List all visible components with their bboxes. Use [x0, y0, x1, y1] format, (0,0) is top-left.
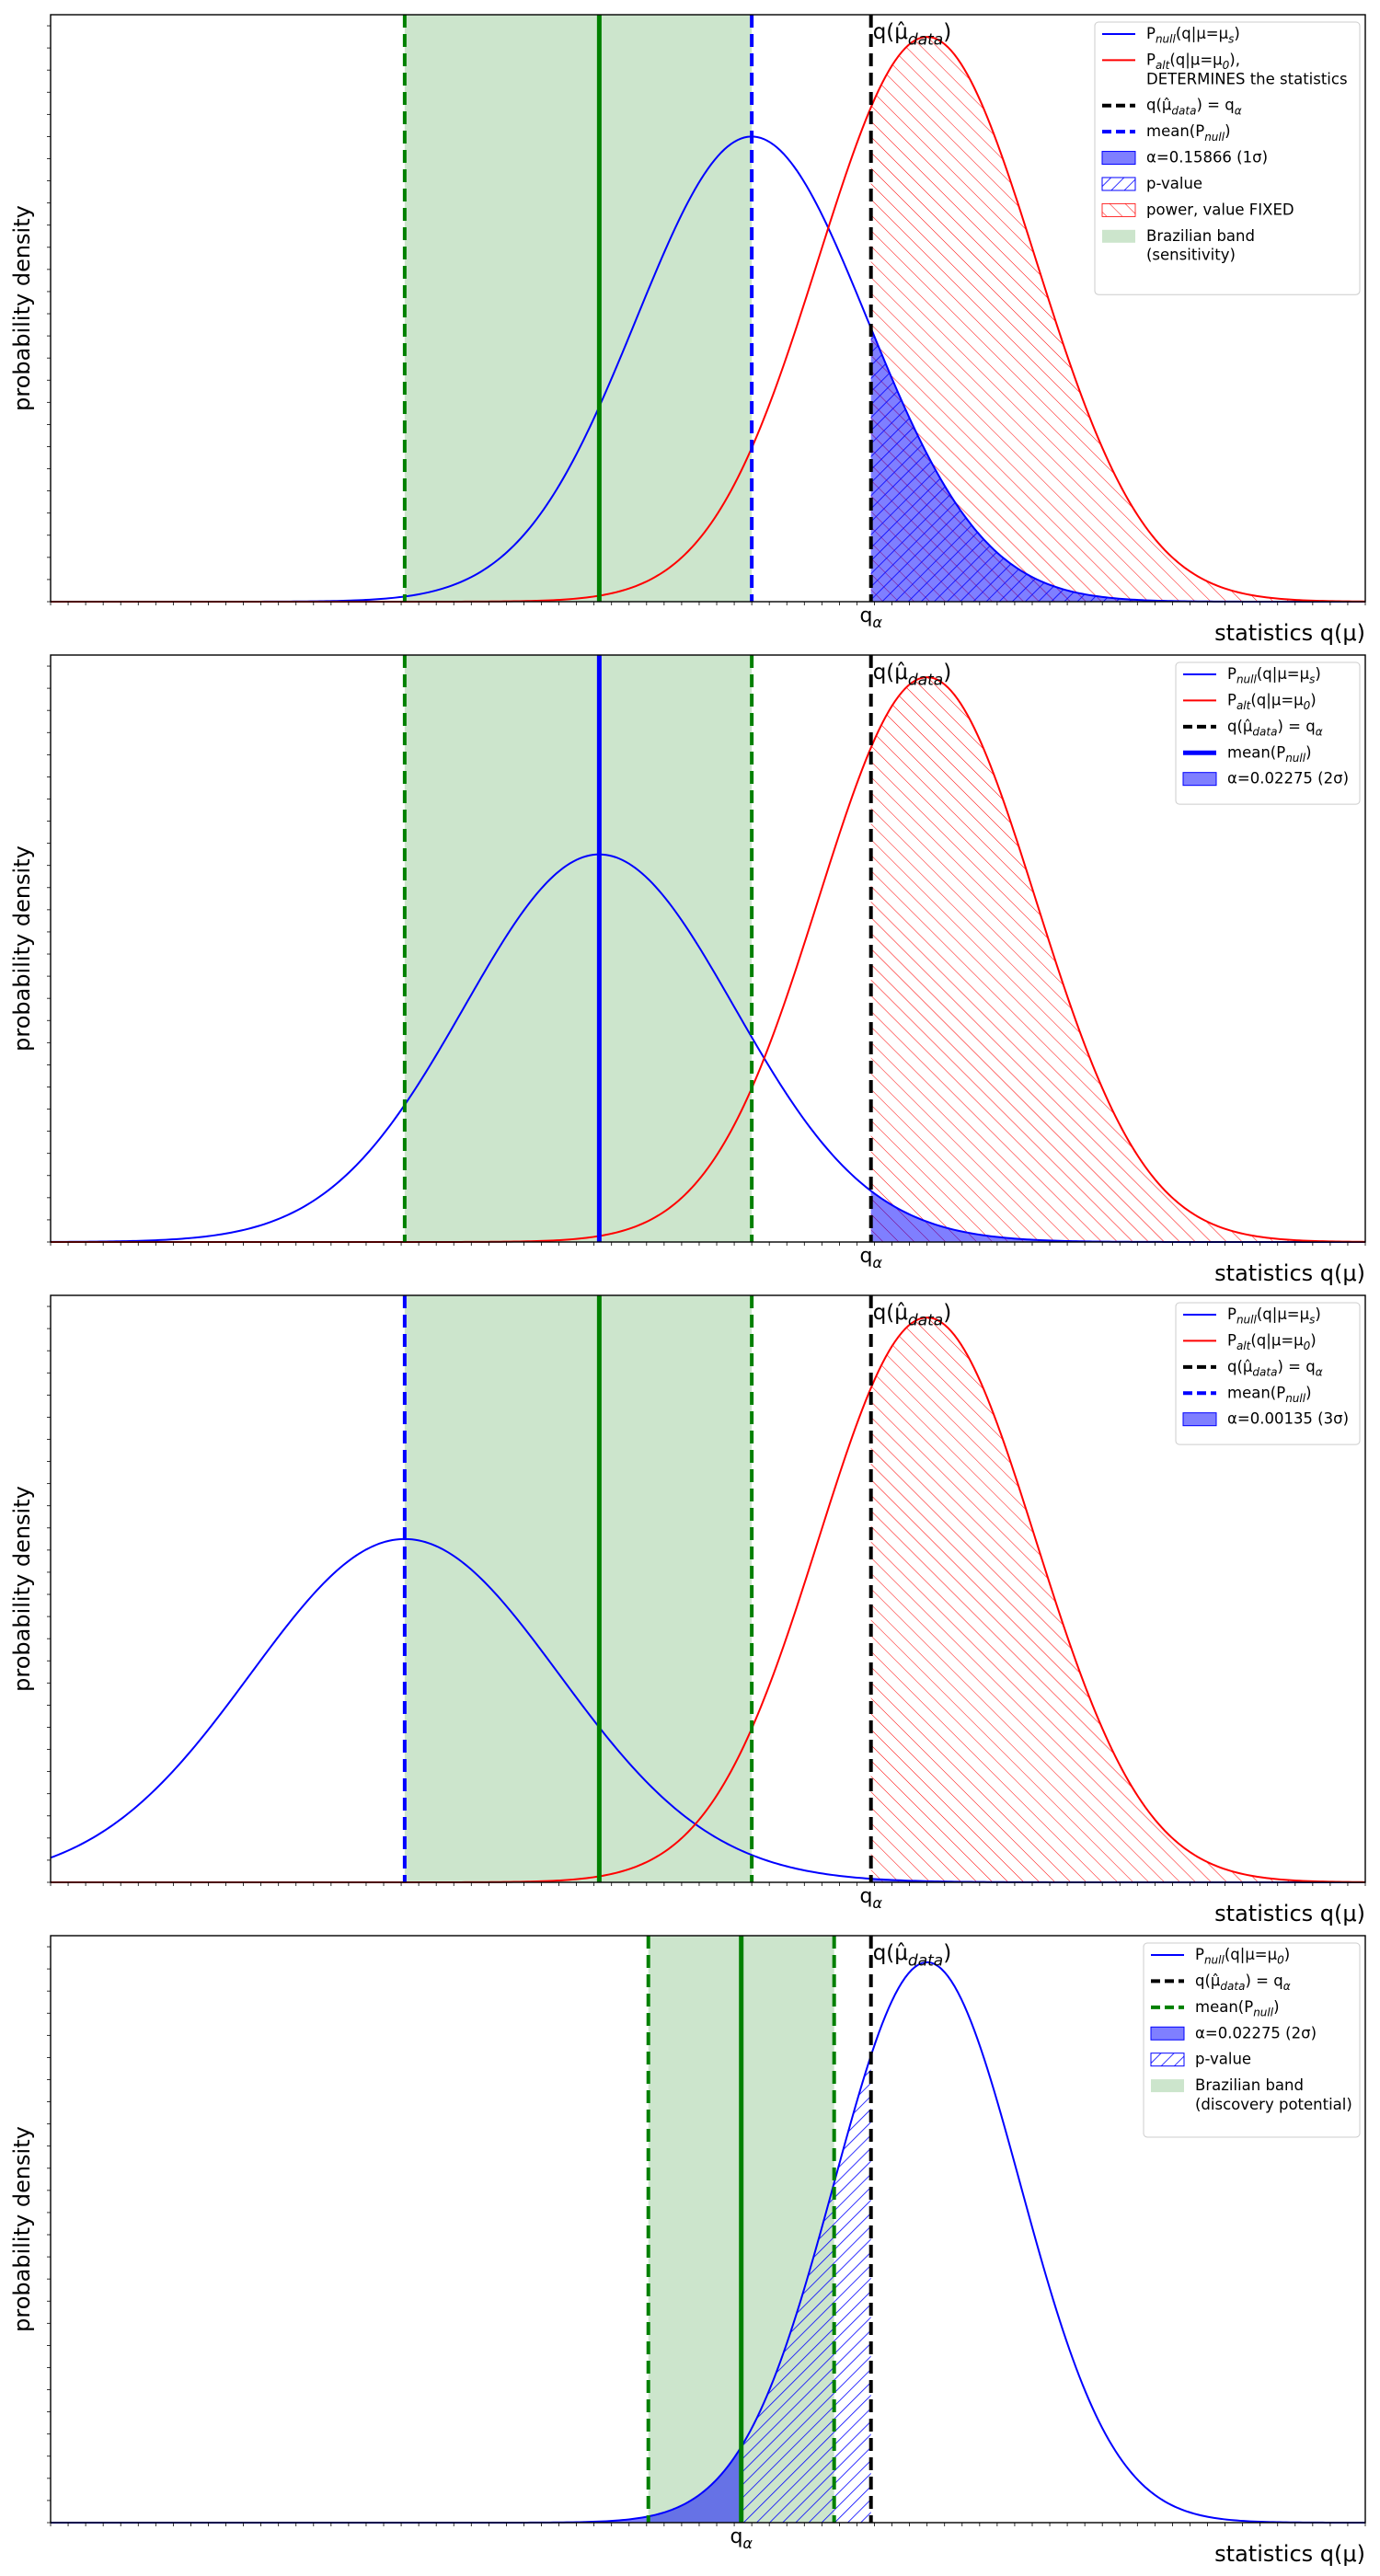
legend-label-7: power, value FIXED	[1146, 201, 1294, 218]
legend: Pnull(q|μ=μ0) q(μ̂data) = qα mean(Pnull) α=…	[1143, 1942, 1361, 2138]
legend-label-6-line2: (discovery potential)	[1195, 2096, 1352, 2113]
legend-label-4: mean(Pnull)	[1146, 122, 1231, 144]
y-axis-label: probability density	[9, 2126, 35, 2332]
legend-label-1: Pnull(q|μ=μs)	[1146, 25, 1240, 46]
legend-label-1: Pnull(q|μ=μs)	[1227, 665, 1321, 686]
pvalue-region	[741, 2055, 871, 2523]
legend-label-2: q(μ̂data) = qα	[1195, 1972, 1291, 1993]
legend-label-2-line2: DETERMINES the statistics	[1146, 70, 1348, 87]
brazilian-band	[404, 1295, 753, 1882]
power-region	[870, 1317, 1365, 1882]
y-axis-label: probability density	[9, 1486, 35, 1692]
alpha-region	[870, 1190, 1365, 1242]
alpha-region	[51, 2446, 742, 2523]
y-axis-label: probability density	[9, 845, 35, 1052]
q-data-label: q(μ̂data)	[873, 20, 952, 49]
chart-panel-1: qα q(μ̂data) statistics q(μ) probability de…	[9, 14, 1366, 646]
legend-handle	[1102, 229, 1135, 243]
legend-handle	[1101, 177, 1136, 191]
q-data-label: q(μ̂data)	[873, 1941, 952, 1970]
q-data-label: q(μ̂data)	[873, 1301, 952, 1329]
legend-handle	[1150, 2053, 1185, 2067]
chart-panel-3: qα q(μ̂data) statistics q(μ) probability de…	[9, 1294, 1366, 1926]
legend-handle	[1151, 2079, 1184, 2093]
legend-label-6: Brazilian band	[1195, 2076, 1304, 2094]
legend-handle	[1101, 151, 1136, 166]
legend-label-5: p-value	[1195, 2051, 1251, 2068]
legend-box	[1094, 21, 1361, 295]
legend-label-5: α=0.15866 (1σ)	[1146, 149, 1268, 167]
x-axis-label: statistics q(μ)	[1214, 620, 1365, 646]
y-axis-label: probability density	[9, 205, 35, 411]
power-region	[870, 37, 1365, 602]
legend-label-3: q(μ̂data) = qα	[1146, 97, 1242, 118]
legend-label-3: q(μ̂data) = qα	[1227, 718, 1323, 739]
pvalue-region	[870, 328, 1365, 602]
power-region	[870, 677, 1365, 1242]
legend-label-2: Palt(q|μ=μ0),	[1146, 51, 1240, 72]
legend-label-8: Brazilian band	[1146, 227, 1255, 245]
q-alpha-label: qα	[859, 604, 882, 631]
chart-panel-4: qα q(μ̂data) statistics q(μ) probability de…	[9, 1935, 1366, 2567]
q-alpha-label: qα	[859, 1885, 882, 1912]
axes-frame	[50, 654, 1366, 1243]
legend-handle	[1150, 2026, 1185, 2041]
x-axis-label: statistics q(μ)	[1214, 1260, 1365, 1286]
q-alpha-label: qα	[730, 2525, 753, 2552]
legend-label-3: mean(Pnull)	[1195, 1998, 1280, 2019]
legend-label-1: Pnull(q|μ=μ0)	[1195, 1946, 1290, 1967]
legend-box	[1175, 661, 1361, 805]
x-axis-label: statistics q(μ)	[1214, 2541, 1365, 2567]
brazilian-band	[404, 655, 753, 1242]
legend-label-3: q(μ̂data) = qα	[1227, 1358, 1323, 1379]
legend-label-4: mean(Pnull)	[1227, 1384, 1312, 1405]
legend-box	[1175, 1302, 1361, 1445]
legend-label-5: α=0.00135 (3σ)	[1227, 1410, 1349, 1428]
axes-frame	[50, 1935, 1366, 2524]
chart-panel-2: qα q(μ̂data) statistics q(μ) probability de…	[9, 654, 1366, 1286]
legend-handle	[1182, 1412, 1217, 1427]
legend-label-8-line2: (sensitivity)	[1146, 247, 1236, 264]
legend: Pnull(q|μ=μs) Palt(q|μ=μ0),DETERMINES the…	[1094, 21, 1361, 295]
q-data-label: q(μ̂data)	[873, 661, 952, 689]
axes-frame	[50, 14, 1366, 603]
brazilian-band	[404, 15, 753, 602]
legend-label-6: p-value	[1146, 175, 1202, 192]
legend-label-2: Palt(q|μ=μ0)	[1227, 1331, 1317, 1352]
legend-handle	[1182, 772, 1217, 787]
legend: Pnull(q|μ=μs) Palt(q|μ=μ0) q(μ̂data) = qα m…	[1175, 661, 1361, 805]
legend-box	[1143, 1942, 1361, 2138]
legend: Pnull(q|μ=μs) Palt(q|μ=μ0) q(μ̂data) = qα m…	[1175, 1302, 1361, 1445]
legend-handle	[1101, 202, 1136, 217]
legend-label-4: mean(Pnull)	[1227, 743, 1312, 765]
legend-label-4: α=0.02275 (2σ)	[1195, 2024, 1317, 2041]
axes-frame	[50, 1294, 1366, 1883]
legend-label-2: Palt(q|μ=μ0)	[1227, 691, 1317, 712]
legend-label-1: Pnull(q|μ=μs)	[1227, 1305, 1321, 1327]
q-alpha-label: qα	[859, 1245, 882, 1271]
legend-label-5: α=0.02275 (2σ)	[1227, 770, 1349, 788]
x-axis-label: statistics q(μ)	[1214, 1901, 1365, 1926]
